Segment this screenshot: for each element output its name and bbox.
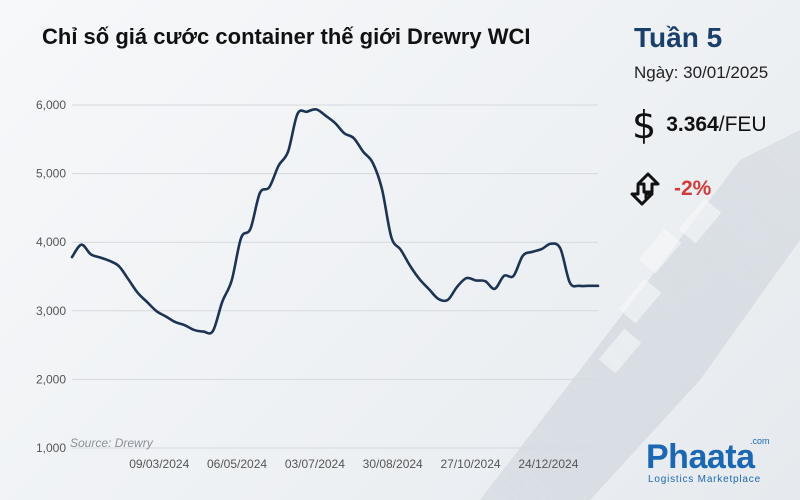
x-tick-label: 06/05/2024 bbox=[207, 457, 267, 471]
change-value: -2% bbox=[674, 177, 712, 200]
swap-arrows-icon bbox=[630, 172, 660, 206]
y-tick-label: 5,000 bbox=[36, 167, 66, 181]
price-value: 3.364 bbox=[666, 113, 719, 136]
chart-title: Chỉ số giá cước container thế giới Drewr… bbox=[42, 24, 531, 49]
price-unit: /FEU bbox=[718, 113, 767, 136]
series-line bbox=[70, 107, 600, 335]
logo-name: Phaata bbox=[646, 438, 755, 476]
x-tick-label: 09/03/2024 bbox=[129, 457, 189, 471]
dollar-icon: $ bbox=[632, 103, 657, 147]
x-tick-label: 24/12/2024 bbox=[518, 457, 578, 471]
source-note: Source: Drewry bbox=[70, 436, 153, 450]
price-summary: $ 3.364 /FEU bbox=[632, 106, 767, 144]
x-tick-label: 03/07/2024 bbox=[285, 457, 345, 471]
y-tick-label: 2,000 bbox=[36, 372, 66, 386]
logo-tagline: Logistics Marketplace bbox=[648, 474, 761, 485]
date-label: Ngày: 30/01/2025 bbox=[634, 63, 769, 82]
logo-tld: .com bbox=[750, 436, 770, 446]
x-tick-label: 30/08/2024 bbox=[363, 457, 423, 471]
y-tick-label: 3,000 bbox=[36, 304, 66, 318]
y-tick-label: 1,000 bbox=[36, 441, 66, 455]
phaata-logo: Phaata .com Logistics Marketplace bbox=[646, 436, 776, 488]
y-tick-label: 4,000 bbox=[36, 235, 66, 249]
y-tick-label: 6,000 bbox=[36, 98, 66, 112]
week-label: Tuần 5 bbox=[634, 22, 723, 53]
x-tick-label: 27/10/2024 bbox=[440, 457, 500, 471]
change-summary: -2% bbox=[628, 170, 711, 208]
